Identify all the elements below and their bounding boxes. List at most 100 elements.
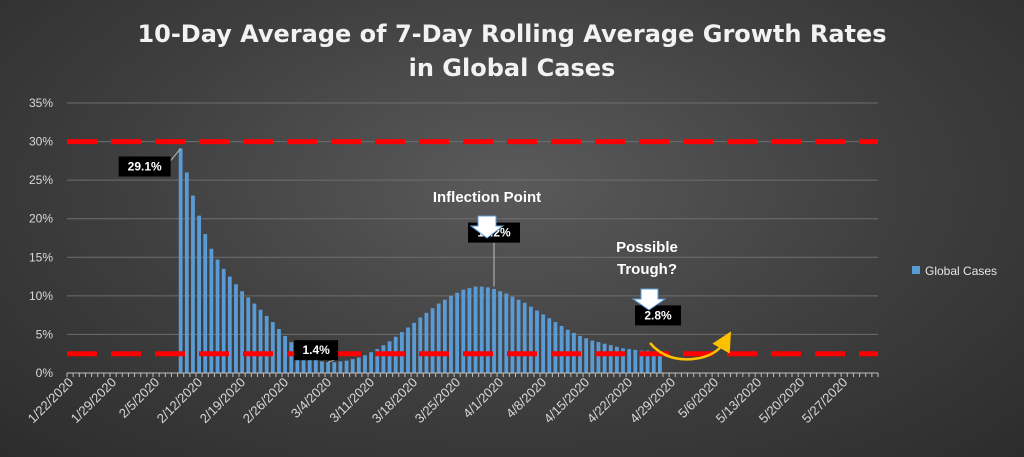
y-tick-label: 30% bbox=[29, 135, 53, 149]
bar bbox=[492, 288, 496, 373]
y-tick-label: 20% bbox=[29, 212, 53, 226]
bar bbox=[283, 335, 288, 373]
bar bbox=[246, 297, 251, 373]
y-tick-label: 0% bbox=[36, 366, 54, 380]
bar bbox=[412, 322, 417, 373]
latest-label-box bbox=[635, 305, 682, 326]
legend-swatch bbox=[912, 266, 920, 274]
x-tick-label: 3/18/2020 bbox=[369, 375, 421, 427]
reference-lines bbox=[67, 139, 878, 357]
bar bbox=[209, 248, 214, 373]
bar bbox=[307, 356, 312, 373]
bar bbox=[547, 318, 552, 373]
x-tick-label: 4/1/2020 bbox=[460, 375, 506, 421]
bar bbox=[614, 346, 619, 373]
bar bbox=[559, 325, 564, 373]
low-label-box bbox=[294, 340, 339, 361]
x-tick-label: 3/11/2020 bbox=[326, 375, 377, 426]
bar bbox=[375, 349, 380, 373]
bar bbox=[535, 310, 539, 373]
bar bbox=[461, 289, 466, 373]
chart-title-line2: in Global Cases bbox=[409, 54, 616, 82]
x-tick-label: 5/20/2020 bbox=[756, 375, 808, 427]
bar bbox=[418, 317, 423, 373]
trough-arrow-icon bbox=[631, 288, 667, 311]
y-tick-label: 10% bbox=[29, 289, 53, 303]
bar bbox=[356, 357, 361, 373]
bar bbox=[234, 284, 238, 373]
y-tick-label: 5% bbox=[36, 327, 54, 341]
bar bbox=[541, 314, 546, 373]
possible-trough-label-line2: Trough? bbox=[617, 261, 677, 278]
low-leader-line bbox=[327, 359, 335, 363]
bar bbox=[184, 172, 189, 373]
bar bbox=[191, 195, 195, 373]
y-tick-label: 35% bbox=[29, 96, 53, 110]
bar bbox=[215, 259, 220, 373]
x-tick-label: 5/27/2020 bbox=[799, 375, 851, 427]
legend-label: Global Cases bbox=[925, 264, 997, 278]
trend-curve-arrow bbox=[649, 331, 731, 361]
x-tick-label: 4/15/2020 bbox=[541, 375, 593, 427]
peak-label-box bbox=[118, 156, 171, 177]
bar bbox=[657, 351, 662, 373]
x-tick-label: 3/25/2020 bbox=[412, 375, 464, 427]
bar bbox=[436, 303, 441, 373]
bar bbox=[498, 291, 503, 373]
bar bbox=[608, 345, 613, 373]
bar bbox=[590, 340, 595, 373]
bar bbox=[350, 359, 355, 373]
bar bbox=[295, 348, 300, 373]
bar bbox=[553, 322, 558, 373]
bar bbox=[320, 361, 324, 373]
bar bbox=[485, 287, 490, 373]
bar bbox=[516, 299, 521, 373]
bar bbox=[602, 343, 607, 373]
bar bbox=[252, 303, 257, 373]
x-tick-label: 4/22/2020 bbox=[584, 375, 636, 427]
bar bbox=[627, 349, 632, 373]
bar bbox=[596, 342, 601, 373]
bar bbox=[381, 345, 386, 373]
peak-leader-line bbox=[170, 148, 182, 161]
peak-label-text: 29.1% bbox=[128, 160, 162, 174]
bar bbox=[264, 315, 269, 373]
bar bbox=[522, 302, 527, 373]
bar bbox=[633, 349, 638, 373]
bar bbox=[178, 148, 183, 373]
bar bbox=[313, 359, 318, 373]
bar bbox=[504, 293, 509, 373]
bar bbox=[387, 341, 392, 373]
data-label-low: 1.4% bbox=[294, 340, 339, 363]
bar bbox=[221, 268, 226, 373]
y-tick-label: 15% bbox=[29, 250, 53, 264]
x-tick-label: 1/29/2020 bbox=[68, 375, 120, 427]
bar bbox=[338, 361, 343, 373]
x-axis: 1/22/20201/29/20202/5/20202/12/20202/19/… bbox=[25, 372, 879, 427]
x-tick-label: 2/19/2020 bbox=[197, 375, 249, 427]
bar bbox=[645, 350, 650, 373]
bar bbox=[651, 351, 656, 373]
bar bbox=[363, 355, 367, 373]
bar bbox=[289, 342, 294, 373]
inflection-arrow-icon bbox=[469, 215, 505, 239]
bar bbox=[430, 308, 435, 373]
inflection-point-label: Inflection Point bbox=[433, 189, 541, 206]
bar bbox=[270, 322, 275, 373]
data-label-peak: 29.1% bbox=[118, 148, 182, 177]
legend: Global Cases bbox=[912, 264, 997, 278]
bar bbox=[442, 299, 447, 373]
bar bbox=[449, 295, 453, 373]
bar bbox=[197, 215, 201, 373]
possible-trough-label-line1: Possible bbox=[616, 239, 678, 256]
bar bbox=[479, 286, 484, 373]
bar bbox=[301, 352, 306, 373]
y-tick-label: 25% bbox=[29, 173, 53, 187]
chart-title-line1: 10-Day Average of 7-Day Rolling Average … bbox=[137, 20, 886, 48]
x-tick-label: 1/22/2020 bbox=[25, 375, 77, 427]
x-tick-label: 2/12/2020 bbox=[154, 375, 206, 427]
bar-series-global-cases bbox=[178, 148, 662, 373]
bar bbox=[326, 362, 331, 373]
bar bbox=[584, 338, 589, 373]
